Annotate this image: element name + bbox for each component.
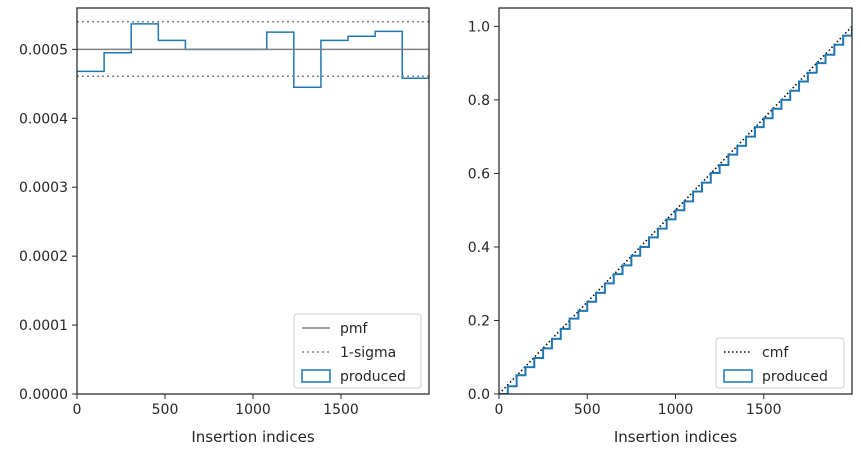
y-tick-label: 0.8 [468, 93, 490, 109]
produced-histogram-step [77, 23, 429, 89]
x-tick-label: 1500 [746, 402, 782, 418]
x-tick-label: 1000 [658, 402, 694, 418]
x-tick-label: 0 [73, 402, 82, 418]
legend: pmf 1-sigma produced [293, 313, 422, 389]
y-tick-label: 0.0001 [19, 318, 68, 334]
x-tick-label: 1500 [323, 402, 359, 418]
legend-label: 1-sigma [340, 345, 396, 361]
x-tick-label: 500 [152, 402, 179, 418]
legend-label: produced [762, 369, 828, 385]
legend-produced-handle [301, 369, 331, 383]
y-tick-label: 0.0005 [19, 42, 68, 58]
y-tick-label: 0.2 [468, 313, 490, 329]
y-tick-label: 1.0 [468, 19, 490, 35]
legend-label: cmf [762, 345, 789, 361]
y-tick-label: 0.0 [468, 387, 490, 403]
y-tick-label: 0.0000 [19, 387, 68, 403]
cmf-line [499, 25, 852, 394]
y-tick-label: 0.4 [468, 240, 490, 256]
right-panel-cmf-line: 0 500 1000 1500 0.0 0.2 0.4 0.6 0.8 1.0 Insertion … [468, 7, 853, 446]
x-tick-label: 1000 [235, 402, 271, 418]
plot-area [77, 21, 429, 89]
x-tick-label: 500 [574, 402, 601, 418]
legend-label: pmf [340, 321, 369, 337]
y-tick-label: 0.0002 [19, 249, 68, 265]
y-tick-label: 0.0003 [19, 180, 68, 196]
y-tick-label: 0.6 [468, 166, 490, 182]
x-axis-title: Insertion indices [614, 428, 737, 446]
legend-box [715, 337, 845, 389]
produced-cumulative-step [499, 26, 852, 394]
y-tick-label: 0.0004 [19, 111, 68, 127]
legend-label: produced [340, 369, 406, 385]
x-tick-label: 0 [495, 402, 504, 418]
x-axis-title: Insertion indices [191, 428, 314, 446]
axes-frame [498, 7, 853, 395]
plot-area [499, 25, 852, 394]
legend-produced-handle [723, 369, 753, 383]
legend: cmf produced [715, 337, 845, 389]
left-panel-pmf-histogram: 0 500 1000 1500 0.0000 0.0001 0.0002 0.0003 0.00… [19, 7, 430, 446]
